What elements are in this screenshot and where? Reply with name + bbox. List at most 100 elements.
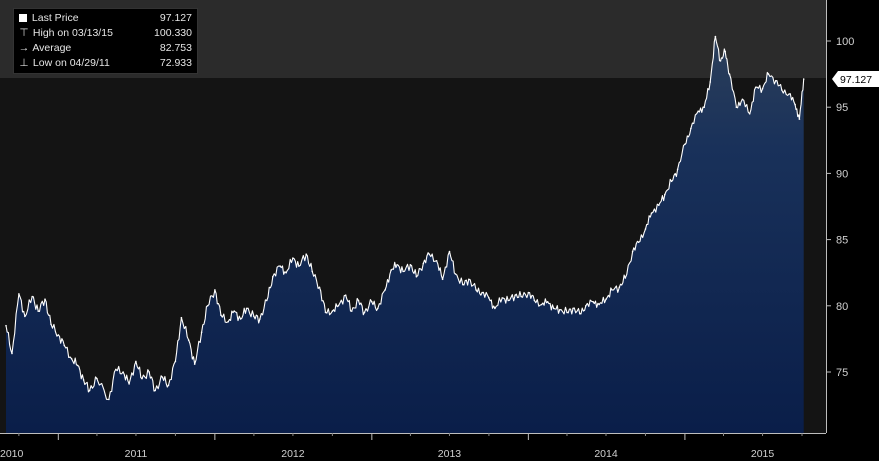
data-point [298,265,300,267]
y-tick-label: 95 [836,102,848,114]
data-point [507,299,510,302]
y-tick-label: 85 [836,235,848,247]
data-point [592,301,594,303]
data-point [148,371,150,373]
data-point [618,286,621,289]
data-point [741,98,744,101]
data-point [233,310,235,312]
data-point [697,110,699,112]
data-point [220,314,222,316]
last-price-swatch-icon [19,14,27,22]
legend-average: → Average 82.753 [18,41,194,55]
data-point [18,293,20,295]
data-point [180,316,183,319]
data-point [76,364,79,367]
data-point [448,250,451,253]
data-point [422,262,425,265]
data-point [798,118,801,120]
data-point [624,277,627,279]
last-price-badge-label: 97.127 [840,74,872,86]
x-tick-label: 2015 [751,448,775,460]
data-point [50,323,52,326]
data-point [324,311,327,314]
data-point [644,228,647,230]
data-point [735,106,738,108]
data-point [415,275,418,278]
data-point [253,315,255,318]
price-area-fill [6,36,804,433]
data-point [441,278,444,281]
data-point [311,270,314,273]
data-point [331,310,334,312]
data-point [514,294,516,297]
data-point [637,241,640,243]
data-point [475,289,477,291]
legend-avg-label: Average [32,42,72,54]
data-point [63,344,66,347]
data-point [187,339,190,342]
data-point [527,291,530,294]
data-point [775,79,777,82]
data-point [761,87,764,90]
data-point [357,299,360,302]
data-point [44,298,46,301]
data-point [703,106,705,108]
data-point [337,305,340,307]
data-point [285,271,287,274]
data-point [676,168,679,171]
data-point [305,253,308,255]
data-point [350,310,353,312]
data-point [598,303,600,306]
area-layer [5,35,805,433]
data-point [5,324,7,327]
data-point [245,307,248,310]
data-point [344,294,347,297]
data-point [200,331,203,334]
legend: Last Price 97.127 ⊤ High on 03/13/15 100… [13,8,198,74]
data-point [664,193,666,196]
data-point [650,212,653,214]
data-point [488,297,490,299]
y-tick-label: 80 [836,301,848,313]
data-point [193,363,196,365]
data-point [57,334,60,336]
data-point [670,180,673,183]
data-point [122,371,124,373]
data-point [363,311,366,314]
data-point [767,73,770,75]
data-point [605,298,607,301]
data-point [428,253,431,255]
data-point [82,379,85,381]
data-point [108,398,110,401]
data-point [690,127,692,130]
average-marker-icon: → [18,42,30,54]
data-point [390,269,392,271]
data-point [11,352,13,355]
data-point [141,377,143,380]
data-point [409,264,412,266]
data-point [24,315,26,318]
x-tick-label: 2010 [0,448,24,460]
data-point [454,273,457,275]
legend-low-label: Low on 04/29/11 [32,57,110,69]
data-point [748,113,751,115]
data-point [481,291,483,294]
data-point [728,73,731,75]
data-point [754,86,757,89]
data-point [292,257,294,259]
data-point [279,265,281,267]
data-point [161,376,164,379]
data-point [206,305,209,307]
data-point [402,270,404,273]
high-marker-icon: ⊤ [19,27,29,39]
low-marker-icon: ⊥ [19,57,29,69]
data-point [174,360,177,363]
x-tick-label: 2014 [594,448,618,460]
data-point [154,389,156,392]
data-point [520,295,522,298]
data-point [781,89,783,91]
data-point [788,93,790,95]
data-point [128,383,130,385]
